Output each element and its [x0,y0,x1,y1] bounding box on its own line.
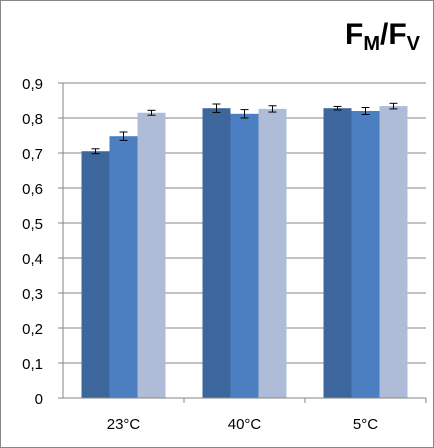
y-tick-label: 0,8 [22,111,43,128]
title-v-subscript: V [406,33,420,55]
y-tick-label: 0,7 [22,146,43,163]
bar [230,113,259,399]
title-separator: / [379,18,389,51]
x-tick-label: 40°C [228,416,262,433]
y-tick-label: 0,2 [22,321,43,338]
bar [81,151,110,398]
bar [351,111,380,398]
title-f-main-2: F [388,18,407,51]
bar [109,136,138,398]
y-tick-label: 0,9 [22,76,43,93]
bar [323,108,352,398]
title-m-subscript: M [363,33,380,55]
x-tick-label: 5°C [353,416,378,433]
y-tick-label: 0,1 [22,356,43,373]
y-tick-label: 0,6 [22,181,43,198]
bar [258,108,287,399]
y-tick-label: 0,5 [22,216,43,233]
x-tick-label: 23°C [107,416,141,433]
y-tick-label: 0 [35,391,43,408]
bar [137,112,166,398]
bar [202,108,231,398]
bar [379,106,408,398]
y-tick-label: 0,3 [22,286,43,303]
y-tick-label: 0,4 [22,251,43,268]
chart-title: FM/FV [345,18,420,56]
title-f-main: F [344,18,364,51]
